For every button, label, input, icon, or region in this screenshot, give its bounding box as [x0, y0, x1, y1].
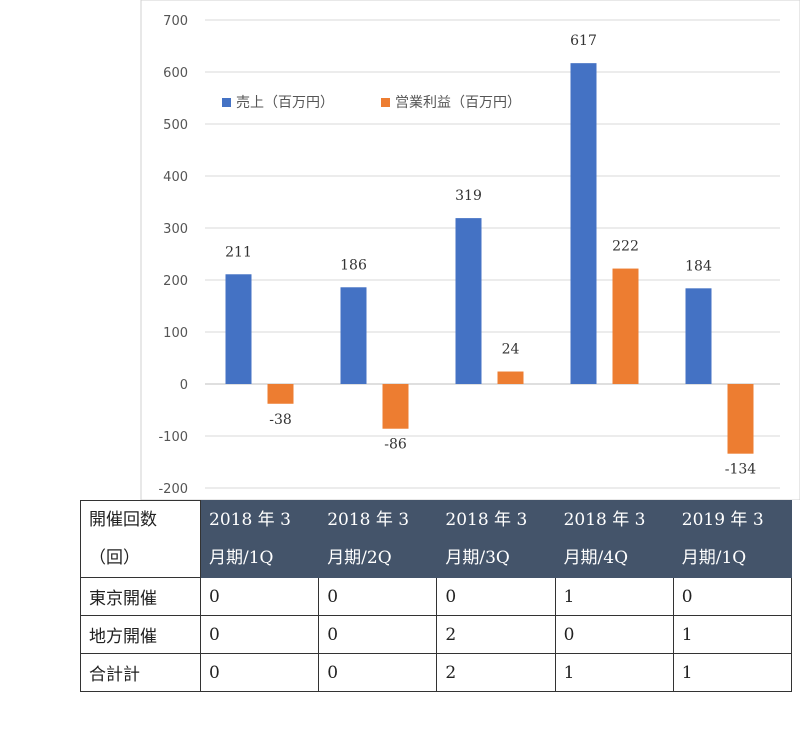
profit-data-label: -38 — [269, 412, 292, 428]
table-cell: 1 — [672, 653, 793, 692]
table-cell: 1 — [554, 653, 674, 692]
event-count-table: 開催回数 （回） 2018 年 3 月期/1Q 2018 年 3 月期/2Q 2… — [80, 500, 793, 692]
header-line-1: 2018 年 3 — [327, 510, 410, 530]
profit-data-label: -86 — [384, 437, 407, 453]
column-header: 2018 年 3 月期/2Q — [318, 500, 438, 578]
profit-bar — [267, 384, 294, 404]
sales-bar — [340, 287, 367, 384]
column-header: 2018 年 3 月期/1Q — [199, 500, 320, 578]
y-tick-label: -100 — [158, 430, 188, 445]
header-line-1: 2018 年 3 — [445, 510, 528, 530]
table-cell: 2 — [436, 615, 556, 654]
header-line-2: 月期/2Q — [327, 548, 392, 568]
legend-label-profit: 営業利益（百万円） — [395, 95, 521, 111]
sales-bar — [225, 274, 252, 384]
sales-bar — [685, 288, 712, 384]
y-tick-label: 400 — [163, 170, 188, 185]
sales-data-label: 211 — [225, 244, 252, 260]
y-tick-label: 700 — [163, 14, 188, 29]
header-line-1: 2019 年 3 — [681, 510, 764, 530]
table-cell: 0 — [318, 653, 438, 692]
header-line-1: 2018 年 3 — [563, 510, 646, 530]
corner-line-2: （回） — [89, 548, 140, 568]
table-row-tokyo: 東京開催 0 0 0 1 0 — [80, 577, 793, 616]
y-tick-label: 300 — [163, 222, 188, 237]
sales-data-label: 617 — [570, 33, 597, 49]
column-header: 2018 年 3 月期/3Q — [436, 500, 556, 578]
chart-area: -200 -100 0 100 200 300 400 500 600 700 211 186 319… — [140, 0, 800, 500]
table-header-row: 開催回数 （回） 2018 年 3 月期/1Q 2018 年 3 月期/2Q 2… — [80, 500, 793, 578]
header-line-2: 月期/1Q — [681, 548, 747, 568]
header-line-2: 月期/1Q — [209, 548, 274, 568]
profit-bar — [497, 371, 524, 384]
header-line-2: 月期/3Q — [445, 548, 510, 568]
y-tick-label: 600 — [163, 66, 188, 81]
sales-bar — [570, 63, 597, 384]
header-line-1: 2018 年 3 — [209, 510, 291, 530]
legend-swatch-profit — [381, 98, 390, 107]
table-cell: 0 — [436, 577, 556, 616]
table-corner-cell: 開催回数 （回） — [80, 500, 201, 578]
table-row-regional: 地方開催 0 0 2 0 1 — [80, 615, 793, 654]
column-header: 2018 年 3 月期/4Q — [554, 500, 674, 578]
bar-chart: -200 -100 0 100 200 300 400 500 600 700 211 186 319… — [140, 0, 800, 500]
profit-data-label: -134 — [725, 462, 757, 478]
profit-bar — [612, 268, 639, 384]
row-label: 地方開催 — [80, 615, 201, 654]
table-row-total: 合計計 0 0 2 1 1 — [80, 653, 793, 692]
legend-swatch-sales — [222, 98, 231, 107]
y-tick-label: 0 — [180, 378, 188, 393]
profit-data-label: 222 — [612, 239, 639, 255]
table-cell: 2 — [436, 653, 556, 692]
header-line-2: 月期/4Q — [563, 548, 629, 568]
table-cell: 0 — [199, 653, 320, 692]
profit-bar — [727, 384, 754, 454]
column-header: 2019 年 3 月期/1Q — [672, 500, 793, 578]
legend-label-sales: 売上（百万円） — [236, 95, 334, 111]
table-cell: 1 — [554, 577, 674, 616]
row-label: 合計計 — [80, 653, 201, 692]
corner-line-1: 開催回数 — [89, 510, 157, 530]
profit-bar — [382, 384, 409, 429]
sales-bar — [455, 218, 482, 384]
profit-data-label: 24 — [502, 342, 520, 358]
row-label: 東京開催 — [80, 577, 201, 616]
y-tick-label: 200 — [163, 274, 188, 289]
table-cell: 0 — [672, 577, 793, 616]
y-tick-label: 500 — [163, 118, 188, 133]
y-tick-label: 100 — [163, 326, 188, 341]
sales-data-label: 184 — [685, 258, 712, 274]
table-cell: 0 — [199, 615, 320, 654]
table-cell: 0 — [318, 615, 438, 654]
y-tick-label: -200 — [158, 482, 188, 497]
table-cell: 1 — [672, 615, 793, 654]
table-cell: 0 — [318, 577, 438, 616]
table-cell: 0 — [199, 577, 320, 616]
sales-data-label: 319 — [455, 188, 482, 204]
sales-data-label: 186 — [340, 257, 367, 273]
table-cell: 0 — [554, 615, 674, 654]
